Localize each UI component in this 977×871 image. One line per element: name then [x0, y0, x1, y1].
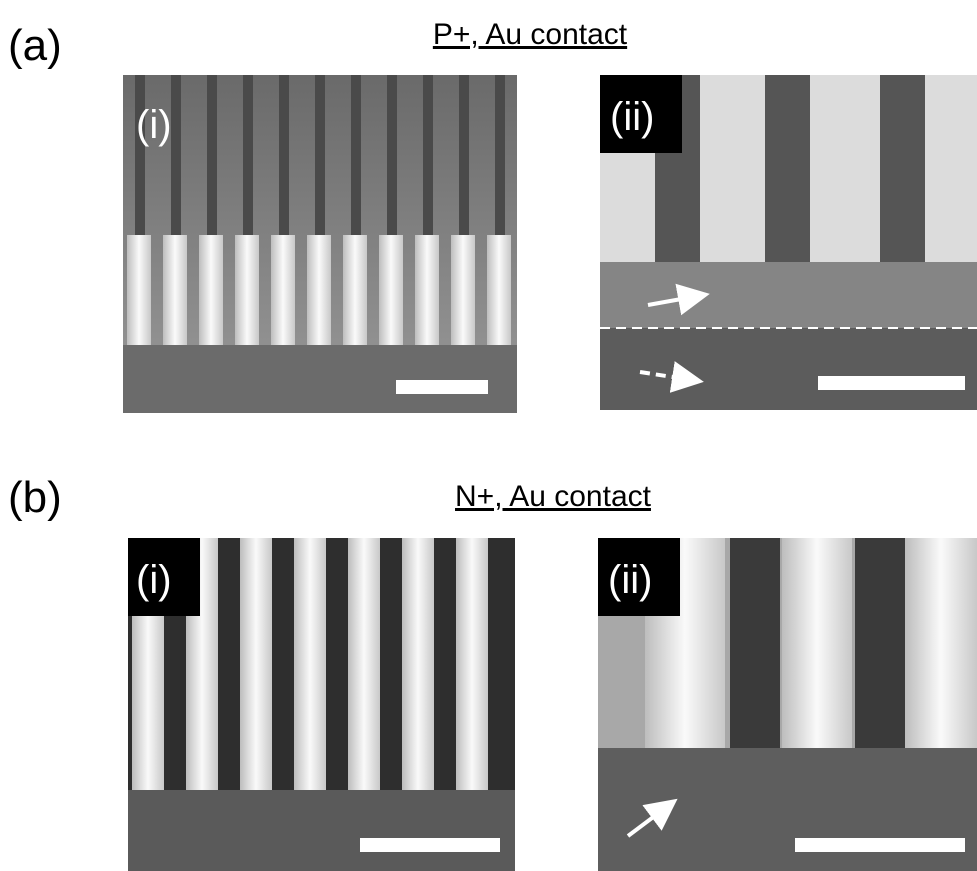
pillar — [279, 75, 289, 240]
image-label: (ii) — [608, 558, 652, 602]
pillar — [199, 235, 223, 350]
image-label: (i) — [136, 103, 172, 147]
pillar — [171, 75, 181, 240]
pillar — [243, 75, 253, 240]
sem-image: (ii) — [600, 75, 977, 410]
pillar — [271, 235, 295, 350]
pillar — [127, 235, 151, 350]
pillar — [135, 75, 145, 240]
pillar — [294, 538, 326, 793]
pillar — [487, 235, 511, 350]
panel-label: (a) — [8, 21, 62, 70]
pillar — [456, 538, 488, 793]
pillar — [163, 235, 187, 350]
pillar — [423, 75, 433, 240]
sem-image: (i) — [123, 75, 517, 413]
panel-title: P+, Au contact — [433, 18, 628, 51]
pillar — [240, 538, 272, 793]
image-label: (ii) — [610, 95, 654, 139]
pillar — [415, 235, 439, 350]
pillar — [402, 538, 434, 793]
pillar — [495, 75, 505, 240]
pillar — [343, 235, 367, 350]
panel-title: N+, Au contact — [455, 480, 652, 513]
pillar — [351, 75, 361, 240]
panel-label: (b) — [8, 473, 62, 522]
pillar — [235, 235, 259, 350]
sem-image: (i) — [128, 538, 515, 871]
pillar — [315, 75, 325, 240]
pillar — [459, 75, 469, 240]
sem-image: (ii) — [598, 538, 977, 871]
pillar — [348, 538, 380, 793]
pillar — [451, 235, 475, 350]
pillar — [387, 75, 397, 240]
pillar — [307, 235, 331, 350]
pillar — [207, 75, 217, 240]
image-label: (i) — [136, 558, 172, 602]
figure: (a) P+, Au contact (i) (ii) (b) N+, Au c… — [0, 0, 977, 871]
pillar — [379, 235, 403, 350]
